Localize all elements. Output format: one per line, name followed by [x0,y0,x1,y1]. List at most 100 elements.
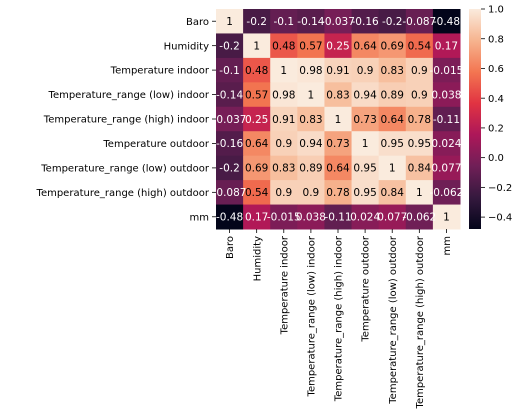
heatmap-cell [405,155,434,181]
heatmap-cell [216,33,244,59]
heatmap-cell [432,82,461,108]
x-tick-label: Temperature indoor [279,235,290,335]
heatmap-cell [405,180,434,206]
heatmap-cell [297,57,325,83]
cell-annotation: 0.9 [357,65,374,77]
heatmap-cell [378,9,407,34]
heatmap-cell [243,155,271,181]
heatmap-cell [216,57,244,83]
cell-annotation: 0.64 [381,114,405,126]
cell-annotation: 0.83 [272,163,295,175]
cell-annotation: 0.9 [275,187,292,199]
cell-annotation: 0.17 [245,212,268,224]
cell-annotation: -0.48 [433,16,460,28]
cell-annotation: 0.024 [350,212,380,224]
heatmap-cell [270,82,298,108]
cell-annotation: -0.087 [402,16,436,28]
heatmap-cell [243,204,271,230]
colorbar-tick-label: 0.2 [488,124,504,135]
cell-annotation: -0.2 [246,16,267,28]
heatmap-cell [432,155,461,181]
heatmap-cell [216,180,244,206]
heatmap-cell [351,9,380,34]
heatmap-cell [270,131,298,157]
heatmap-cell [351,180,380,206]
heatmap-cell [432,131,461,157]
cell-annotation: 0.25 [326,40,349,52]
y-tick-label: Temperature_range (low) indoor [48,90,210,101]
cell-annotation: 0.48 [272,40,295,52]
y-tick-label: Temperature_range (high) outdoor [36,188,210,199]
heatmap-cell [432,180,461,206]
colorbar: −0.4 −0.2 0.0 0.2 0.4 0.6 0.8 1.0 [469,5,512,229]
heatmap-cell [297,106,325,132]
cell-annotation: -0.1 [274,16,295,28]
heatmap-cell [297,180,325,206]
heatmap-cell [243,33,271,59]
cell-annotation: -0.015 [430,65,464,77]
y-tick-label: Temperature outdoor [102,139,209,150]
heatmap-cell [243,106,271,132]
cell-annotation: 0.89 [381,89,404,101]
cell-annotation: 1 [308,89,315,101]
heatmap-annotations: 1 -0.2 -0.1 -0.14-0.037-0.16 -0.2 -0.087-0.48… [213,16,464,224]
y-axis: Baro Humidity Temperature indoor Temperatur… [36,17,216,223]
cell-annotation: -0.11 [324,212,351,224]
cell-annotation: -0.015 [267,212,301,224]
heatmap-cell [378,155,407,181]
cell-annotation: 0.83 [299,114,322,126]
cell-annotation: 0.64 [353,40,377,52]
heatmap-cell [405,82,434,108]
cell-annotation: 0.95 [353,187,376,199]
cell-annotation: 0.038 [431,89,461,101]
cell-annotation: 0.91 [272,114,295,126]
heatmap-cell [432,57,461,83]
cell-annotation: 0.024 [431,138,461,150]
y-tick-label: Humidity [164,41,209,52]
cell-annotation: 0.94 [299,138,323,150]
cell-annotation: -0.062 [402,212,436,224]
cell-annotation: 0.78 [326,187,349,199]
heatmap-cell [243,57,271,83]
cell-annotation: 0.91 [326,65,349,77]
x-tick-label: Baro [225,236,236,259]
heatmap-cell [243,131,271,157]
heatmap-cell [351,204,380,230]
colorbar-tick-label: 1.0 [488,5,504,16]
cell-annotation: 0.64 [245,138,269,150]
heatmap-cell [270,33,298,59]
cell-annotation: 1 [389,163,396,175]
heatmap-cell [324,9,353,34]
heatmap-cell [324,155,353,181]
heatmap-cell [216,131,244,157]
heatmap-cell [324,204,353,230]
x-tick-label: Temperature_range (low) indoor [306,235,317,397]
y-tick-label: Temperature_range (low) outdoor [40,163,210,174]
heatmap-cell [216,155,244,181]
heatmap-cell [270,106,298,132]
heatmap-cell [351,106,380,132]
colorbar-tick-label: 0.8 [488,34,504,45]
cell-annotation: -0.48 [216,212,243,224]
heatmap-cell [378,106,407,132]
cell-annotation: 0.69 [381,40,404,52]
heatmap-cell [378,131,407,157]
cell-annotation: 0.95 [381,138,404,150]
x-tick-label: Temperature_range (low) outdoor [388,235,399,405]
heatmap-cell [405,204,434,230]
heatmap-cell [378,33,407,59]
heatmap-cell [270,9,298,34]
heatmap-cell [297,204,325,230]
cell-annotation: 0.48 [245,65,268,77]
cell-annotation: -0.14 [216,89,243,101]
cell-annotation: 0.83 [326,89,349,101]
cell-annotation: -0.087 [213,187,247,199]
heatmap-cell [405,33,434,59]
cell-annotation: 0.84 [408,163,432,175]
heatmap-cell [351,57,380,83]
cell-annotation: 0.25 [245,114,268,126]
cell-annotation: 0.64 [326,163,350,175]
heatmap-cell [351,155,380,181]
heatmap-cell [324,82,353,108]
